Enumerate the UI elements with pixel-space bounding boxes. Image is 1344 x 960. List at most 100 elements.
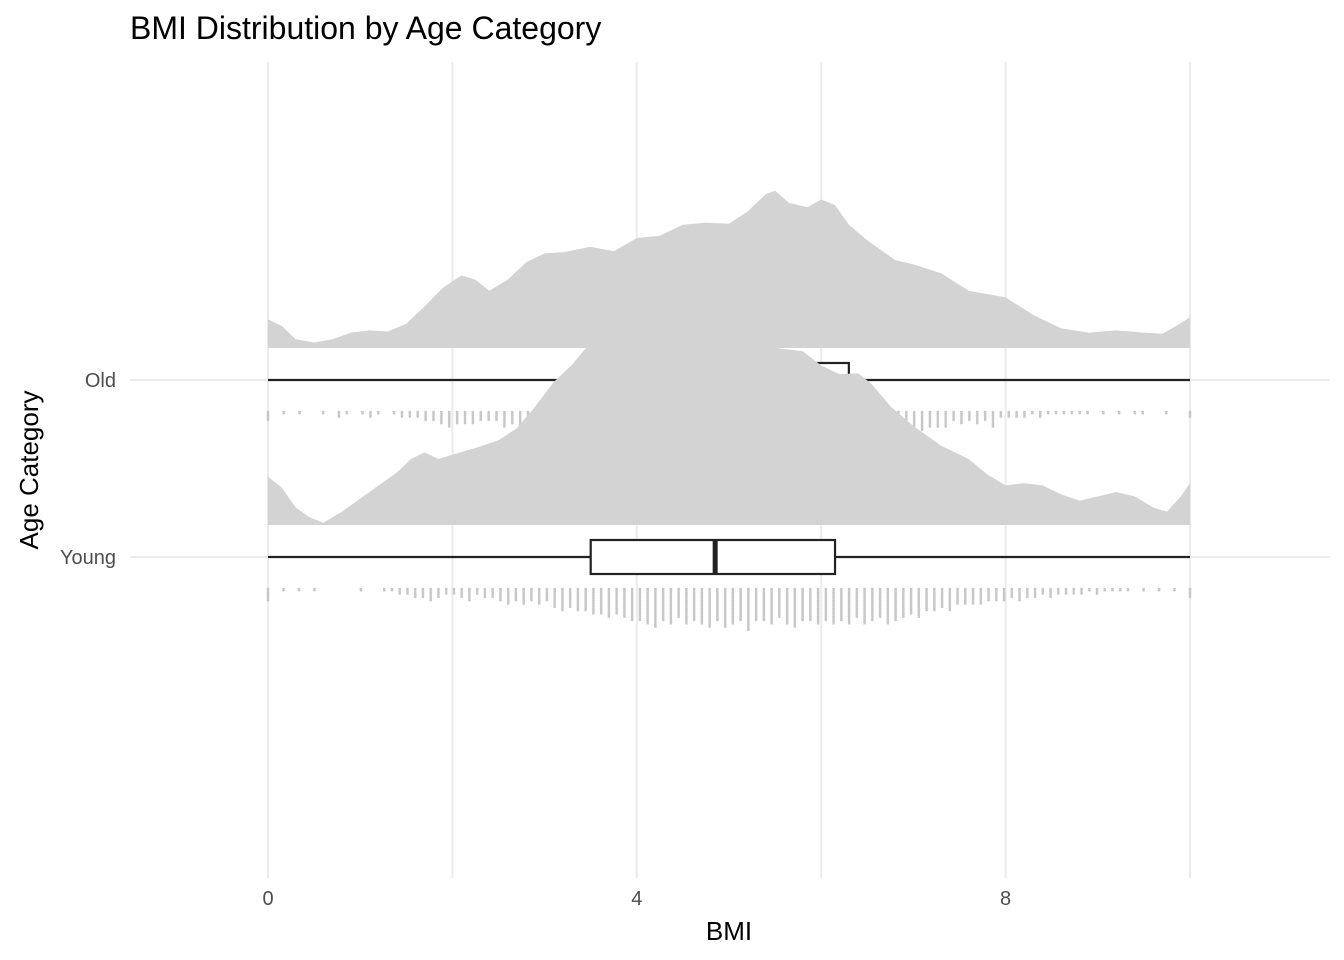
rain-dots — [522, 587, 525, 605]
rain-dots — [1188, 587, 1192, 599]
rain-dots — [654, 587, 657, 628]
rain-dots — [361, 410, 364, 415]
series-layer — [266, 190, 1192, 632]
rain-dots — [1080, 587, 1083, 595]
rain-dots — [487, 410, 490, 422]
rain-dots — [1025, 587, 1029, 599]
rain-dots — [447, 410, 451, 428]
rain-dots — [933, 587, 936, 612]
rain-dots — [960, 410, 963, 425]
rain-dots — [1086, 410, 1089, 415]
rain-dots — [390, 587, 394, 592]
rain-dots — [971, 587, 975, 605]
rain-dots — [1064, 587, 1068, 595]
rain-dots — [1103, 587, 1107, 592]
rain-dots — [847, 587, 851, 625]
rain-dots — [503, 410, 506, 428]
rain-dots — [928, 410, 932, 428]
rain-dots — [282, 587, 285, 592]
rain-dots — [475, 587, 479, 595]
rain-dots — [944, 410, 948, 428]
rain-dots — [440, 410, 443, 425]
rain-dots — [793, 587, 797, 628]
rain-dots — [747, 587, 750, 632]
rain-dots — [584, 587, 587, 612]
rain-dots — [716, 587, 719, 622]
rain-dots — [909, 587, 913, 615]
rain-dots — [700, 587, 704, 625]
rain-dots — [479, 410, 483, 422]
rain-dots — [685, 587, 688, 625]
rain-dots — [1141, 410, 1145, 415]
rain-dots — [359, 587, 363, 592]
rain-dots — [778, 587, 781, 618]
rain-dots — [576, 587, 580, 612]
x-axis-ticks: 0 4 8 — [262, 888, 1011, 910]
rain-dots — [739, 587, 742, 622]
rain-dots — [518, 410, 522, 431]
rain-dots — [1054, 410, 1058, 415]
rain-dots — [770, 587, 773, 625]
rain-dots — [506, 587, 510, 605]
rain-dots — [661, 587, 665, 622]
rain-dots — [840, 587, 843, 622]
rain-dots — [1133, 410, 1137, 415]
rain-dots — [623, 587, 626, 618]
density-cloud — [268, 190, 1190, 348]
x-axis-title: BMI — [706, 916, 752, 946]
rain-dots — [630, 587, 634, 622]
density-cloud — [268, 319, 1190, 525]
rain-dots — [669, 587, 673, 625]
rain-dots — [313, 587, 316, 592]
rain-dots — [1033, 587, 1037, 599]
rain-dots — [468, 587, 471, 602]
rain-dots — [999, 410, 1003, 418]
rain-dots — [471, 410, 475, 425]
x-tick-label: 0 — [262, 888, 273, 910]
rain-dots — [1126, 587, 1130, 592]
rain-dots — [491, 587, 494, 599]
rain-dots — [599, 587, 603, 615]
rain-dots — [530, 587, 533, 602]
rain-dots — [855, 587, 859, 618]
rain-dots — [801, 587, 804, 622]
rain-dots — [920, 410, 924, 431]
rain-dots — [1078, 410, 1081, 415]
rain-dots — [646, 587, 649, 625]
rain-dots — [871, 587, 874, 622]
rain-dots — [894, 587, 897, 622]
rain-dots — [1095, 587, 1099, 595]
rain-dots — [995, 587, 998, 602]
rain-dots — [902, 587, 905, 618]
rain-dots — [400, 410, 404, 418]
y-tick-label: Old — [85, 370, 116, 392]
rain-dots — [266, 587, 270, 602]
rain-dots — [455, 410, 459, 425]
rain-dots — [1102, 410, 1105, 415]
rain-dots — [936, 410, 940, 428]
rain-dots — [369, 410, 372, 418]
rain-dots — [886, 587, 890, 625]
chart-title: BMI Distribution by Age Category — [130, 10, 601, 46]
rain-dots — [987, 587, 990, 602]
rain-dots — [1007, 410, 1011, 418]
series-young — [266, 319, 1192, 632]
rain-dots — [568, 587, 572, 608]
rain-dots — [1015, 410, 1018, 418]
rain-dots — [956, 587, 959, 605]
rain-dots — [1049, 587, 1052, 599]
rain-dots — [1142, 587, 1145, 592]
rain-dots — [1038, 410, 1042, 418]
rain-dots — [1031, 410, 1034, 415]
rain-dots — [1041, 587, 1045, 595]
rain-dots — [824, 587, 828, 622]
rain-dots — [424, 410, 427, 422]
rain-dots — [925, 587, 928, 612]
rain-dots — [754, 587, 758, 622]
rain-dots — [437, 587, 440, 599]
rain-dots — [266, 410, 270, 422]
rain-dots — [991, 410, 995, 428]
rain-dots — [832, 587, 835, 625]
rain-dots — [444, 587, 448, 595]
